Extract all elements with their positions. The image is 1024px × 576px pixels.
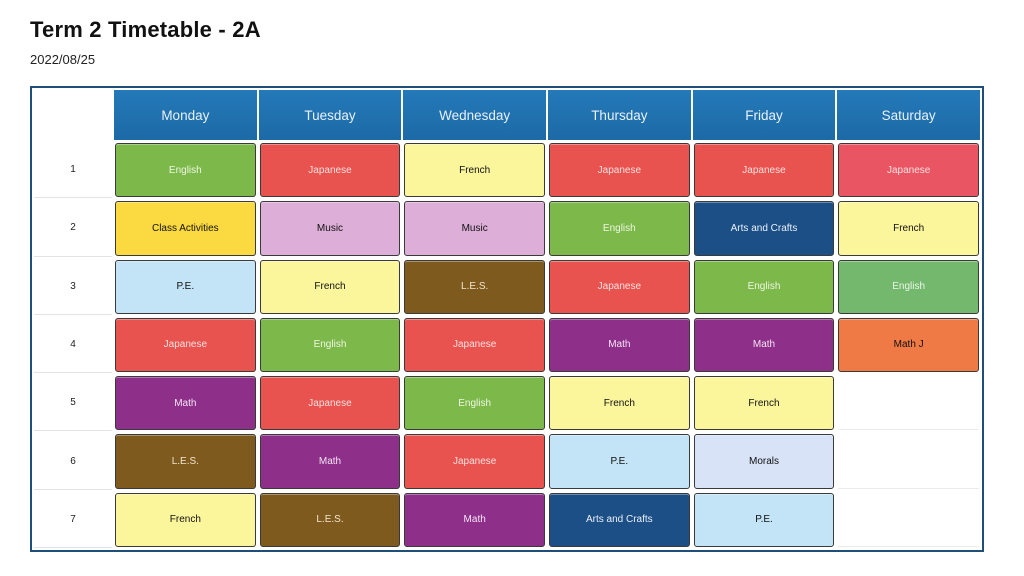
subject-slot[interactable]: Japanese [404, 434, 545, 489]
subject-slot[interactable]: Japanese [115, 317, 256, 373]
subject-slot[interactable]: French [115, 492, 256, 547]
subject-slot[interactable]: Japanese [404, 317, 545, 373]
subject-slot[interactable]: Math [549, 317, 690, 373]
subject-slot[interactable]: English [549, 201, 690, 256]
empty-slot [838, 434, 979, 489]
subject-slot[interactable]: Math [115, 376, 256, 431]
period-number: 2 [34, 200, 112, 257]
period-number: 7 [34, 492, 112, 548]
subject-slot[interactable]: Math [259, 434, 401, 489]
subject-slot[interactable]: L.E.S. [259, 492, 401, 547]
period-number: 5 [34, 375, 112, 432]
subject-slot[interactable]: Japanese [259, 143, 401, 198]
period-number: 4 [34, 317, 112, 374]
subject-slot[interactable]: P.E. [115, 259, 256, 314]
timetable: Monday Tuesday Wednesday Thursday Friday Satu… [30, 86, 984, 552]
period-number: 6 [34, 433, 112, 490]
subject-slot[interactable]: Class Activities [115, 201, 256, 256]
subject-slot[interactable]: P.E. [549, 434, 690, 489]
subject-slot[interactable]: Math J [838, 317, 979, 373]
page-title: Term 2 Timetable - 2A [30, 17, 261, 42]
subject-slot[interactable]: L.E.S. [115, 434, 256, 489]
subject-slot[interactable]: Japanese [693, 143, 835, 198]
subject-slot[interactable]: English [404, 376, 545, 431]
subject-slot[interactable]: English [838, 259, 979, 314]
subject-slot[interactable]: French [404, 143, 545, 198]
empty-slot [838, 376, 979, 431]
subject-slot[interactable]: P.E. [693, 492, 835, 547]
subject-slot[interactable]: Japanese [259, 376, 401, 431]
day-header-wednesday: Wednesday [403, 90, 546, 140]
subject-slot[interactable]: Music [404, 201, 545, 256]
subject-slot[interactable]: Japanese [549, 259, 690, 314]
subject-slot[interactable]: English [115, 143, 256, 198]
subject-slot[interactable]: Morals [693, 434, 835, 489]
subject-slot[interactable]: Music [259, 201, 401, 256]
subject-slot[interactable]: French [838, 201, 979, 256]
day-header-friday: Friday [692, 90, 836, 140]
period-number: 1 [34, 142, 112, 199]
day-header-monday: Monday [114, 90, 257, 140]
subject-slot[interactable]: French [549, 376, 690, 431]
subject-slot[interactable]: Japanese [838, 143, 979, 198]
subject-slot[interactable]: Arts and Crafts [693, 201, 835, 256]
subject-slot[interactable]: English [259, 317, 401, 373]
day-header-tuesday: Tuesday [258, 90, 402, 140]
subject-slot[interactable]: French [693, 376, 835, 431]
period-number: 3 [34, 259, 112, 315]
subject-slot[interactable]: Japanese [549, 143, 690, 198]
subject-slot[interactable]: Math [404, 492, 545, 547]
day-header-saturday: Saturday [837, 90, 980, 140]
timetable-date: 2022/08/25 [30, 52, 96, 67]
header-corner [34, 90, 112, 140]
subject-slot[interactable]: French [259, 259, 401, 314]
timetable-grid: Monday Tuesday Wednesday Thursday Friday Satu… [32, 88, 982, 550]
subject-slot[interactable]: Math [693, 317, 835, 373]
subject-slot[interactable]: L.E.S. [404, 259, 545, 314]
subject-slot[interactable]: Arts and Crafts [549, 492, 690, 547]
day-header-thursday: Thursday [548, 90, 691, 140]
empty-slot [838, 493, 979, 547]
subject-slot[interactable]: English [693, 259, 835, 314]
